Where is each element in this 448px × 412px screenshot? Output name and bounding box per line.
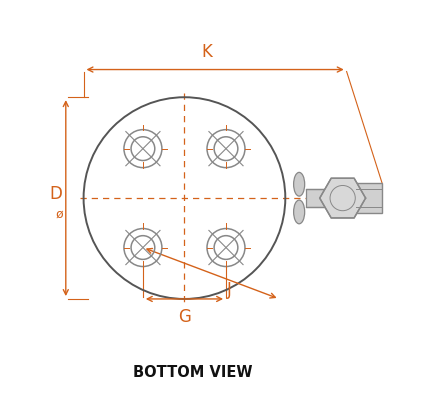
Text: J: J: [227, 281, 232, 299]
Text: ø: ø: [55, 207, 63, 220]
Ellipse shape: [293, 172, 305, 196]
Text: K: K: [202, 43, 213, 61]
Text: G: G: [178, 308, 191, 325]
Text: D: D: [50, 185, 63, 203]
Polygon shape: [320, 178, 366, 218]
Ellipse shape: [293, 200, 305, 224]
Text: BOTTOM VIEW: BOTTOM VIEW: [133, 365, 252, 380]
Bar: [306, 189, 331, 207]
Bar: [357, 183, 382, 213]
